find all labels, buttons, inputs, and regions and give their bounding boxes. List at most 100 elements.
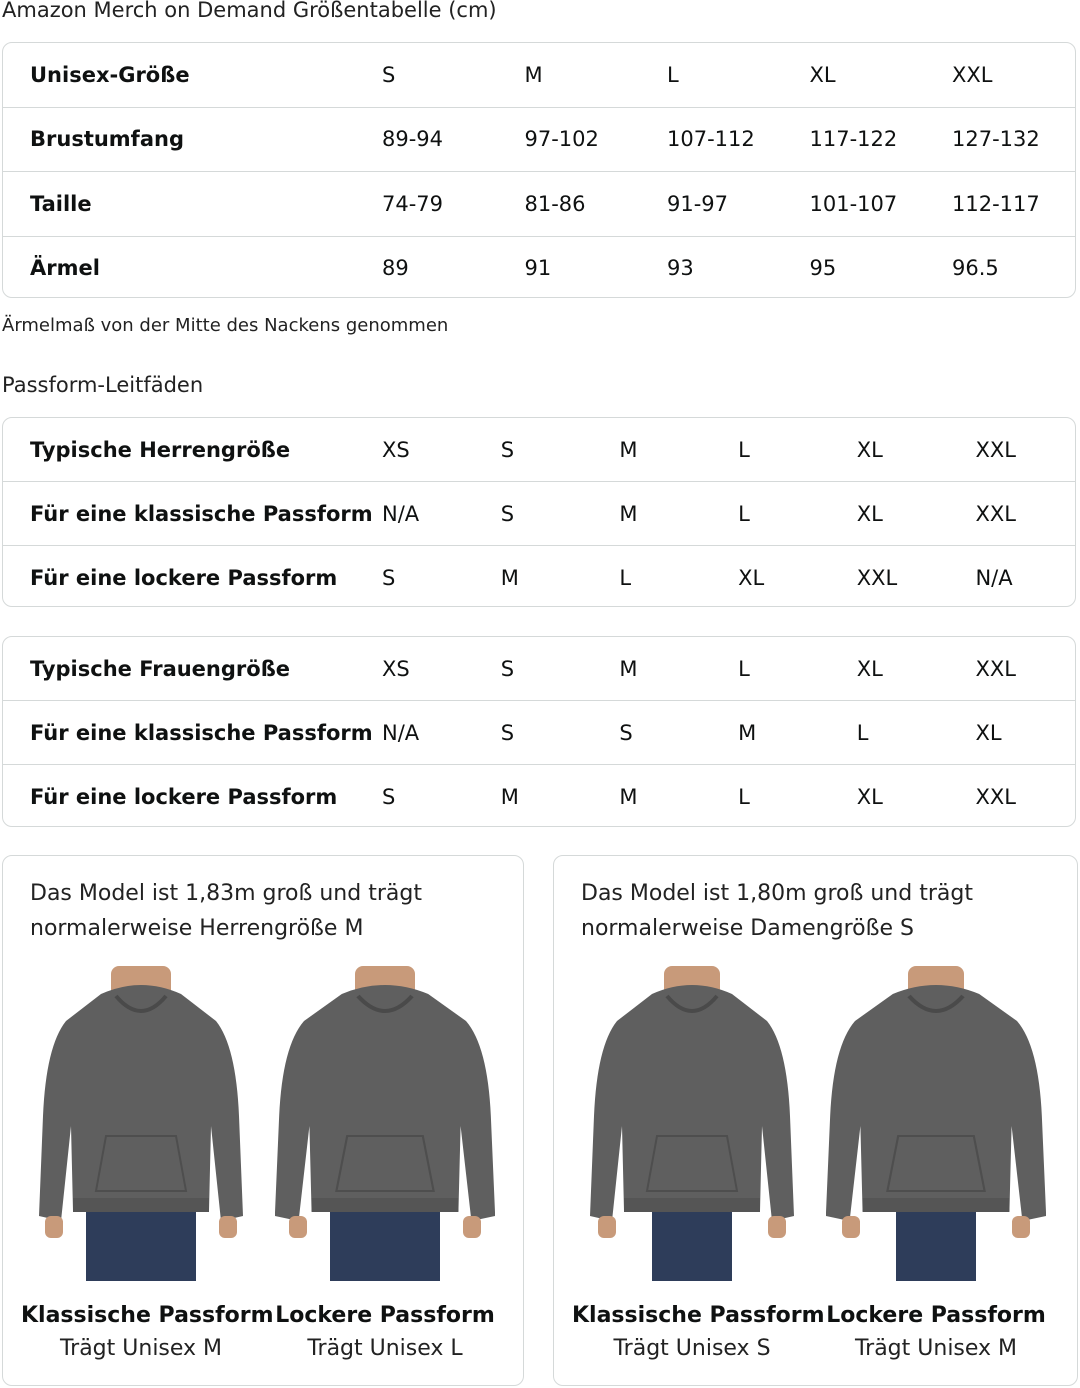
table-cell: XXL [975,656,1016,681]
table-cell: 107-112 [667,127,755,152]
table-cell: 74-79 [382,191,444,216]
row-label: Für eine klassische Passform [30,720,373,745]
table-cell: M [619,437,638,462]
table-cell: XL [809,62,836,87]
hoodie-model-image [275,966,495,1281]
fit-title: Lockere Passform [826,1303,1046,1328]
model-figure: Lockere Passform Trägt Unisex M [816,966,1056,1361]
table-cell: M [524,62,543,87]
model-card-women: Das Model ist 1,80m groß und trägt norma… [553,855,1078,1386]
table-cell: S [619,720,633,745]
table-cell: XL [856,501,883,526]
men-fit-table: Typische Herrengröße XS S M L XL XXL Für eine k… [2,417,1076,607]
table-row: Ärmel 89 91 93 95 96.5 [3,235,1075,298]
table-cell: 101-107 [809,191,898,216]
model-figure: Klassische Passform Trägt Unisex S [572,966,825,1361]
table-cell: 95 [809,256,837,281]
table-cell: S [382,784,396,809]
fit-title: Klassische Passform [572,1303,825,1328]
fit-title: Klassische Passform [21,1303,274,1328]
model-card-men: Das Model ist 1,83m groß und trägt norma… [2,855,524,1386]
table-cell: L [619,565,632,590]
model-description: Das Model ist 1,80m groß und trägt norma… [581,881,973,941]
table-cell: 112-117 [952,191,1040,216]
table-cell: XXL [975,501,1016,526]
table-cell: XL [975,720,1002,745]
model-figure: Klassische Passform Trägt Unisex M [21,966,274,1361]
table-cell: 117-122 [809,127,898,152]
fit-size: Trägt Unisex M [854,1336,1018,1361]
table-cell: 89 [382,256,409,281]
table-row: Für eine klassische Passform N/A S M L XL XXL [3,481,1075,545]
table-cell: 127-132 [952,127,1040,152]
table-cell: 91-97 [667,191,729,216]
table-cell: XS [382,656,410,681]
row-label: Unisex-Größe [30,62,190,87]
size-table: Unisex-Größe S M L XL XXL Brustumfang 89-94 97-1… [2,42,1076,298]
table-cell: N/A [975,565,1013,590]
row-label: Typische Herrengröße [30,437,291,462]
page-title: Amazon Merch on Demand Größentabelle (cm… [2,0,497,22]
table-cell: XXL [975,437,1016,462]
table-cell: 91 [524,256,552,281]
table-cell: N/A [382,501,420,526]
table-cell: M [500,784,519,809]
table-cell: L [738,501,750,526]
table-cell: S [382,565,396,590]
table-cell: 96.5 [952,256,999,281]
table-cell: 81-86 [524,191,586,216]
table-row: Brustumfang 89-94 97-102 107-112 117-122 127-… [3,106,1075,172]
sleeve-note: Ärmelmaß von der Mitte des Nackens genom… [2,315,449,336]
table-cell: S [500,437,515,462]
table-cell: XXL [952,62,993,87]
table-cell: M [619,656,638,681]
table-cell: XL [738,565,765,590]
row-label: Für eine klassische Passform [30,501,373,526]
row-label: Ärmel [30,256,100,281]
fit-size: Trägt Unisex S [613,1336,771,1361]
table-cell: L [667,62,679,87]
table-cell: S [500,501,515,526]
row-label: Brustumfang [30,127,184,152]
table-cell: XXL [856,565,898,590]
table-cell: M [619,784,638,809]
table-row: Typische Herrengröße XS S M L XL XXL [3,418,1075,481]
table-row: Unisex-Größe S M L XL XXL [3,43,1075,107]
table-cell: XL [856,437,883,462]
table-cell: S [500,720,515,745]
table-row: Für eine lockere Passform S M L XL XXL N/A [3,545,1075,606]
row-label: Für eine lockere Passform [30,565,338,590]
table-cell: XL [856,656,883,681]
fit-size: Trägt Unisex L [307,1336,463,1361]
table-cell: N/A [382,720,420,745]
row-label: Typische Frauengröße [30,656,291,681]
table-cell: S [382,62,396,87]
table-cell: M [738,720,757,745]
fit-size: Trägt Unisex M [59,1336,223,1361]
table-row: Für eine klassische Passform N/A S S M L XL [3,700,1075,764]
table-cell: S [500,656,515,681]
hoodie-model-image [590,966,794,1281]
table-cell: XS [382,437,410,462]
table-row: Für eine lockere Passform S M M L XL XXL [3,764,1075,826]
table-cell: 93 [667,256,694,281]
table-cell: M [619,501,638,526]
table-row: Taille 74-79 81-86 91-97 101-107 112-117 [3,171,1075,236]
model-description: Das Model ist 1,83m groß und trägt norma… [30,881,422,941]
table-cell: 97-102 [524,127,599,152]
table-cell: L [856,720,869,745]
fit-heading: Passform-Leitfäden [2,373,204,397]
table-cell: M [500,565,519,590]
hoodie-model-image [39,966,243,1281]
row-label: Für eine lockere Passform [30,784,338,809]
table-cell: 89-94 [382,127,444,152]
model-figure: Lockere Passform Trägt Unisex L [265,966,505,1361]
hoodie-model-image [826,966,1046,1281]
table-cell: XXL [975,784,1016,809]
table-cell: L [738,784,750,809]
women-fit-table: Typische Frauengröße XS S M L XL XXL Für eine k… [2,636,1076,827]
table-cell: L [738,656,750,681]
row-label: Taille [30,191,92,216]
fit-title: Lockere Passform [275,1303,495,1328]
table-cell: XL [856,784,883,809]
